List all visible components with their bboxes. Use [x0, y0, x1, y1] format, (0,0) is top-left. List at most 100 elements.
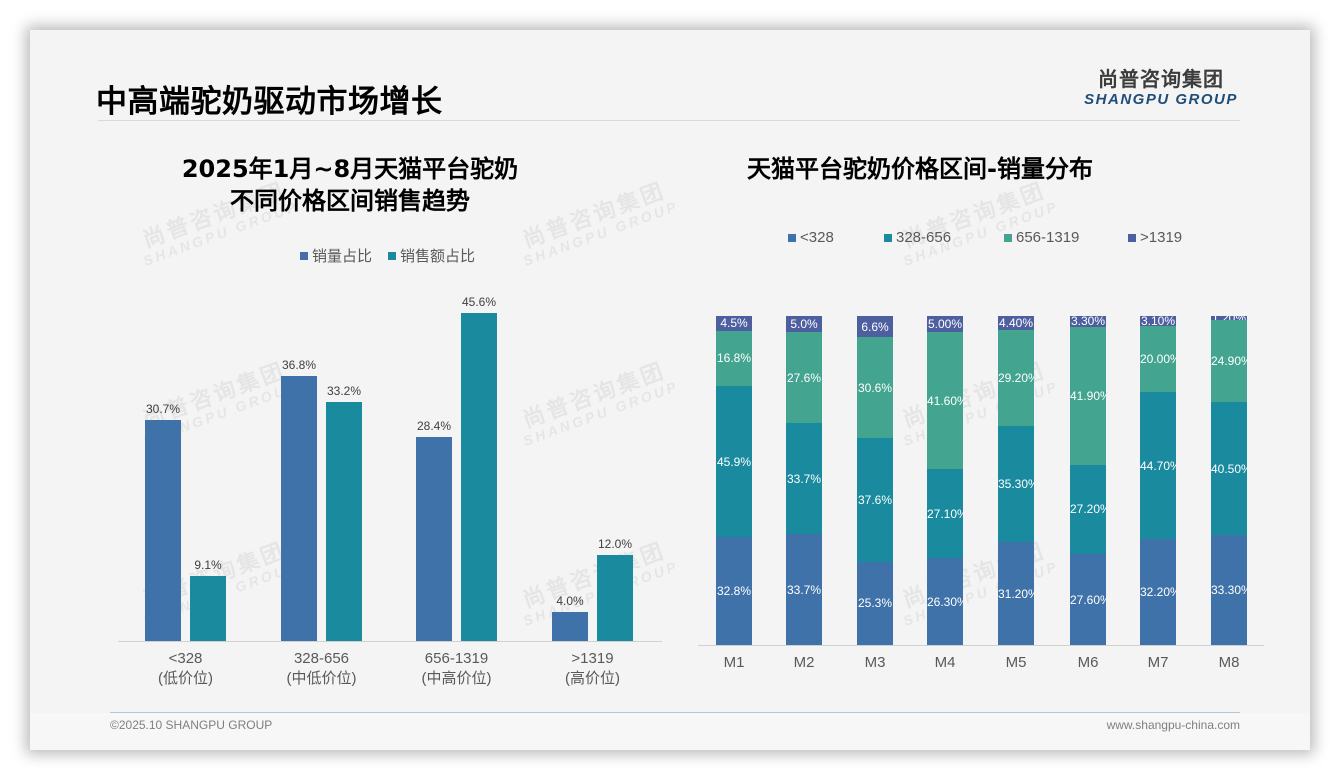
stacked-segment: 35.30% [998, 426, 1034, 543]
stacked-segment: 3.10% [1140, 316, 1176, 327]
segment-value-label: 4.40% [998, 315, 1034, 330]
segment-value-label: 33.7% [786, 471, 822, 486]
month-label: M2 [793, 654, 815, 671]
stacked-segment: 6.6% [857, 315, 893, 338]
page-title: 中高端驼奶驱动市场增长 [96, 84, 443, 120]
legend-item-sales-volume: 销量占比 [300, 245, 372, 266]
legend-label: >1319 [1140, 229, 1183, 246]
bar-value-label: 45.6% [461, 295, 497, 310]
segment-value-label: 41.60% [927, 393, 963, 408]
bar-sales-volume [416, 436, 452, 641]
watermark-en: SHANGPU GROUP [520, 377, 681, 449]
stacked-segment: 37.6% [857, 438, 893, 562]
stacked-segment: 31.20% [998, 542, 1034, 645]
segment-value-label: 41.90% [1070, 388, 1106, 403]
stacked-segment: 41.60% [927, 332, 963, 470]
legend-item-sales-amount: 销售额占比 [388, 245, 475, 266]
stacked-segment: 33.30% [1211, 535, 1247, 645]
stacked-segment: 20.00% [1140, 326, 1176, 392]
bar-value-label: 4.0% [556, 594, 584, 609]
segment-value-label: 33.30% [1211, 583, 1247, 598]
stacked-segment: 27.10% [927, 469, 963, 559]
title-divider [98, 120, 1240, 121]
category-label: >1319 (高价位) [533, 649, 653, 689]
slide: 中高端驼奶驱动市场增长 尚普咨询集团 SHANGPU GROUP 尚普咨询集团 S… [30, 30, 1310, 750]
category-sublabel: (中高价位) [421, 670, 492, 687]
watermark-en: SHANGPU GROUP [900, 557, 1061, 629]
stacked-segment: 33.7% [786, 534, 822, 645]
category-sublabel: (中低价位) [286, 670, 357, 687]
stacked-segment: 27.6% [786, 332, 822, 424]
month-label: M5 [1005, 654, 1027, 671]
stacked-segment: 30.6% [857, 337, 893, 439]
segment-value-label: 27.6% [786, 370, 822, 385]
bar-value-label: 28.4% [416, 418, 452, 433]
segment-value-label: 16.8% [716, 351, 752, 366]
bar-value-label: 9.1% [194, 557, 222, 572]
legend-swatch-icon [1004, 233, 1012, 242]
legend-label: 328-656 [896, 229, 952, 246]
left-chart-legend: 销量占比 销售额占比 [300, 245, 491, 266]
bar-sales-volume [552, 612, 588, 641]
category-range: >1319 [571, 650, 614, 667]
bar-sales-volume [145, 420, 181, 641]
logo-en-text: SHANGPU GROUP [1084, 91, 1238, 108]
left-chart-title: 2025年1月~8月天猫平台驼奶 不同价格区间销售趋势 [150, 153, 550, 217]
bar-value-label: 12.0% [597, 536, 633, 551]
category-label: 656-1319 (中高价位) [397, 649, 517, 689]
category-sublabel: (低价位) [158, 670, 213, 687]
month-label: M6 [1077, 654, 1099, 671]
legend-item: <328 [788, 229, 834, 246]
left-chart-title-line1: 2025年1月~8月天猫平台驼奶 [181, 155, 519, 183]
bar-value-label: 33.2% [326, 384, 362, 399]
legend-label: 656-1319 [1016, 229, 1080, 246]
stacked-segment: 27.60% [1070, 554, 1106, 645]
footer-band [30, 713, 1310, 750]
segment-value-label: 3.10% [1140, 316, 1176, 327]
segment-value-label: 30.6% [857, 380, 893, 395]
segment-value-label: 32.8% [716, 584, 752, 599]
stacked-segment: 3.30% [1070, 316, 1106, 327]
bar-sales-amount [190, 575, 226, 641]
segment-value-label: 33.7% [786, 582, 822, 597]
stacked-segment: 32.8% [716, 537, 752, 645]
segment-value-label: 3.30% [1070, 316, 1106, 327]
category-range: <328 [168, 650, 203, 667]
month-label: M8 [1218, 654, 1240, 671]
segment-value-label: 44.70% [1140, 458, 1176, 473]
segment-value-label: 32.20% [1140, 585, 1176, 600]
segment-value-label: 5.0% [790, 317, 818, 332]
segment-value-label: 45.9% [716, 454, 752, 469]
left-chart-title-line2: 不同价格区间销售趋势 [230, 187, 470, 215]
legend-swatch-icon [788, 233, 796, 242]
category-range: 656-1319 [424, 650, 489, 667]
legend-swatch-icon [884, 233, 892, 242]
legend-swatch-icon [388, 251, 397, 260]
segment-value-label: 26.30% [927, 594, 963, 609]
category-range: 328-656 [293, 650, 350, 667]
month-label: M4 [934, 654, 956, 671]
stacked-segment: 1.20% [1211, 316, 1247, 321]
stacked-segment: 5.0% [786, 316, 822, 333]
bar-value-label: 30.7% [145, 402, 181, 417]
logo-cn-text: 尚普咨询集团 [1098, 67, 1224, 91]
stacked-segment: 45.9% [716, 386, 752, 538]
legend-item: 328-656 [884, 229, 951, 246]
segment-value-label: 40.50% [1211, 461, 1247, 476]
segment-value-label: 24.90% [1211, 354, 1247, 369]
segment-value-label: 5.00% [927, 317, 963, 332]
stacked-segment: 41.90% [1070, 326, 1106, 465]
legend-label: 销售额占比 [400, 248, 476, 265]
bar-sales-amount [461, 313, 497, 641]
stacked-segment: 33.7% [786, 423, 822, 535]
legend-item: 656-1319 [1004, 229, 1079, 246]
legend-swatch-icon [300, 251, 308, 260]
stacked-segment: 44.70% [1140, 391, 1176, 540]
bar-sales-volume [281, 376, 317, 641]
company-logo: 尚普咨询集团 SHANGPU GROUP [1076, 63, 1246, 108]
bar-value-label: 36.8% [281, 358, 317, 373]
stacked-segment: 4.5% [716, 316, 752, 331]
